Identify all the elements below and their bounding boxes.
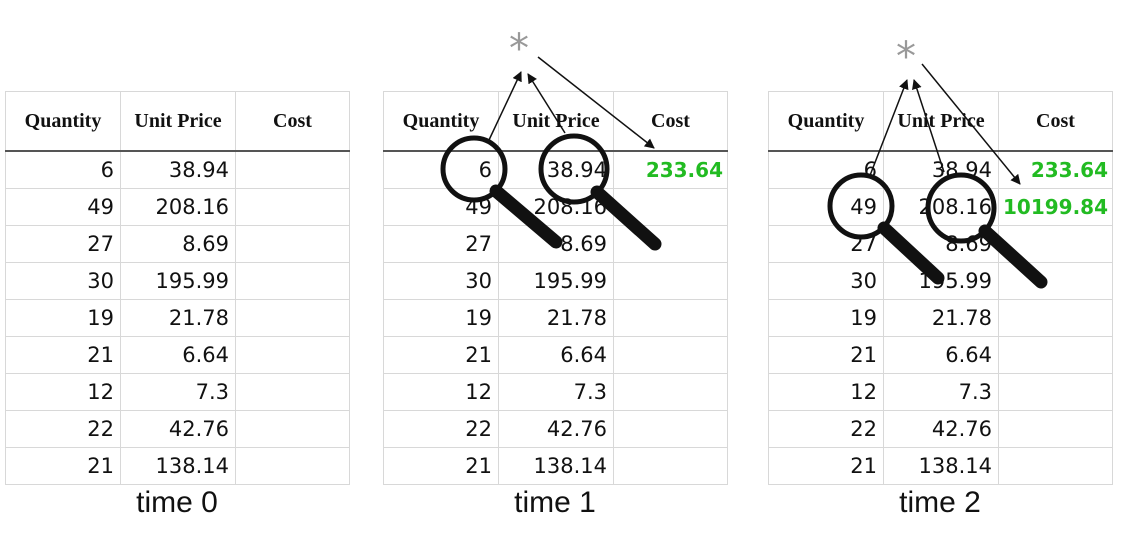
cost-cell[interactable] (613, 447, 728, 485)
quantity-cell[interactable]: 22 (383, 410, 499, 448)
table-row: 30 195.99 (383, 262, 728, 300)
quantity-cell[interactable]: 30 (383, 262, 499, 300)
cost-cell[interactable] (613, 336, 728, 374)
header-unit-price: Unit Price (883, 91, 999, 152)
table-row: 19 21.78 (768, 299, 1113, 337)
table-row: 6 38.94 (5, 150, 350, 189)
table-row: 19 21.78 (383, 299, 728, 337)
unit-price-cell[interactable]: 21.78 (498, 299, 614, 337)
spreadsheet-table: Quantity Unit Price Cost 6 38.94 49 208.16 2… (5, 91, 350, 485)
arrow-quantity-to-operator (488, 71, 522, 141)
caption-time-0: time 0 (136, 486, 218, 519)
unit-price-cell[interactable]: 208.16 (120, 188, 236, 226)
table-row: 12 7.3 (383, 373, 728, 411)
cost-cell[interactable] (235, 188, 350, 226)
operation-annotation-time-1: * (440, 26, 662, 251)
table-row: 21 6.64 (383, 336, 728, 374)
table-row: 22 42.76 (5, 410, 350, 448)
table-row: 21 138.14 (768, 447, 1113, 485)
caption-time-1: time 1 (514, 486, 596, 519)
arrow-operator-to-cost (537, 56, 655, 149)
table-row: 21 138.14 (5, 447, 350, 485)
cost-cell[interactable] (613, 262, 728, 300)
spreadsheet-panel-time-2: Quantity Unit Price Cost 6 38.94 233.64 49 2… (768, 91, 1113, 485)
quantity-cell[interactable]: 21 (768, 447, 884, 485)
spreadsheet-table: Quantity Unit Price Cost 6 38.94 233.64 49 2… (768, 91, 1113, 485)
caption-time-2: time 2 (899, 486, 981, 519)
quantity-cell[interactable]: 6 (5, 150, 121, 189)
quantity-cell[interactable]: 19 (768, 299, 884, 337)
unit-price-cell[interactable]: 195.99 (120, 262, 236, 300)
unit-price-cell[interactable]: 8.69 (120, 225, 236, 263)
unit-price-cell[interactable]: 138.14 (498, 447, 614, 485)
cost-cell[interactable] (235, 447, 350, 485)
unit-price-cell[interactable]: 7.3 (883, 373, 999, 411)
magnifier-icon (440, 135, 563, 249)
cost-cell[interactable] (235, 336, 350, 374)
unit-price-cell[interactable]: 6.64 (883, 336, 999, 374)
header-quantity: Quantity (5, 91, 121, 152)
quantity-cell[interactable]: 19 (383, 299, 499, 337)
unit-price-cell[interactable]: 42.76 (883, 410, 999, 448)
spreadsheet-table: Quantity Unit Price Cost 6 38.94 233.64 49 2… (383, 91, 728, 485)
header-quantity: Quantity (383, 91, 499, 152)
table-row: 21 6.64 (5, 336, 350, 374)
header-cost: Cost (235, 91, 350, 152)
table-row: 19 21.78 (5, 299, 350, 337)
quantity-cell[interactable]: 49 (768, 188, 884, 226)
arrow-price-to-operator (912, 79, 945, 173)
unit-price-cell[interactable]: 21.78 (120, 299, 236, 337)
unit-price-cell[interactable]: 42.76 (120, 410, 236, 448)
header-quantity: Quantity (768, 91, 884, 152)
magnifier-icon (827, 172, 945, 285)
arrow-quantity-to-operator (868, 79, 909, 179)
quantity-cell[interactable]: 21 (768, 336, 884, 374)
unit-price-cell[interactable]: 138.14 (883, 447, 999, 485)
unit-price-cell[interactable]: 42.76 (498, 410, 614, 448)
header-cost: Cost (613, 91, 728, 152)
header-unit-price: Unit Price (498, 91, 614, 152)
unit-price-cell[interactable]: 21.78 (883, 299, 999, 337)
table-row: 6 38.94 233.64 (383, 150, 728, 189)
quantity-cell[interactable]: 21 (383, 336, 499, 374)
quantity-cell[interactable]: 27 (5, 225, 121, 263)
quantity-cell[interactable]: 49 (5, 188, 121, 226)
table-row: 49 208.16 (5, 188, 350, 226)
magnifier-icon (538, 133, 662, 251)
quantity-cell[interactable]: 22 (5, 410, 121, 448)
quantity-cell[interactable]: 49 (383, 188, 499, 226)
table-row: 22 42.76 (768, 410, 1113, 448)
cost-cell[interactable]: 10199.84 (998, 188, 1113, 226)
magnifier-icon (925, 172, 1048, 289)
quantity-cell[interactable]: 21 (383, 447, 499, 485)
arrow-price-to-operator (527, 73, 566, 134)
unit-price-cell[interactable]: 195.99 (498, 262, 614, 300)
unit-price-cell[interactable]: 38.94 (883, 150, 999, 189)
table-row: 22 42.76 (383, 410, 728, 448)
quantity-cell[interactable]: 12 (383, 373, 499, 411)
table-row: 12 7.3 (5, 373, 350, 411)
cost-cell[interactable] (613, 373, 728, 411)
header-unit-price: Unit Price (120, 91, 236, 152)
cost-cell[interactable] (998, 299, 1113, 337)
table-row: 21 6.64 (768, 336, 1113, 374)
quantity-cell[interactable]: 6 (383, 150, 499, 189)
cost-cell[interactable] (235, 262, 350, 300)
spreadsheet-panel-time-1: Quantity Unit Price Cost 6 38.94 233.64 49 2… (383, 91, 728, 485)
table-row: 49 208.16 10199.84 (768, 188, 1113, 226)
cost-cell[interactable] (998, 447, 1113, 485)
table-row: 21 138.14 (383, 447, 728, 485)
unit-price-cell[interactable]: 138.14 (120, 447, 236, 485)
multiply-operator: * (509, 26, 529, 72)
quantity-cell[interactable]: 27 (383, 225, 499, 263)
operation-annotation-time-2: * (827, 34, 1048, 289)
cost-cell[interactable]: 233.64 (613, 150, 728, 189)
header-cost: Cost (998, 91, 1113, 152)
arrow-operator-to-cost (921, 63, 1021, 185)
multiply-operator: * (896, 34, 916, 80)
spreadsheet-panel-time-0: Quantity Unit Price Cost 6 38.94 49 208.16 2… (5, 91, 350, 485)
